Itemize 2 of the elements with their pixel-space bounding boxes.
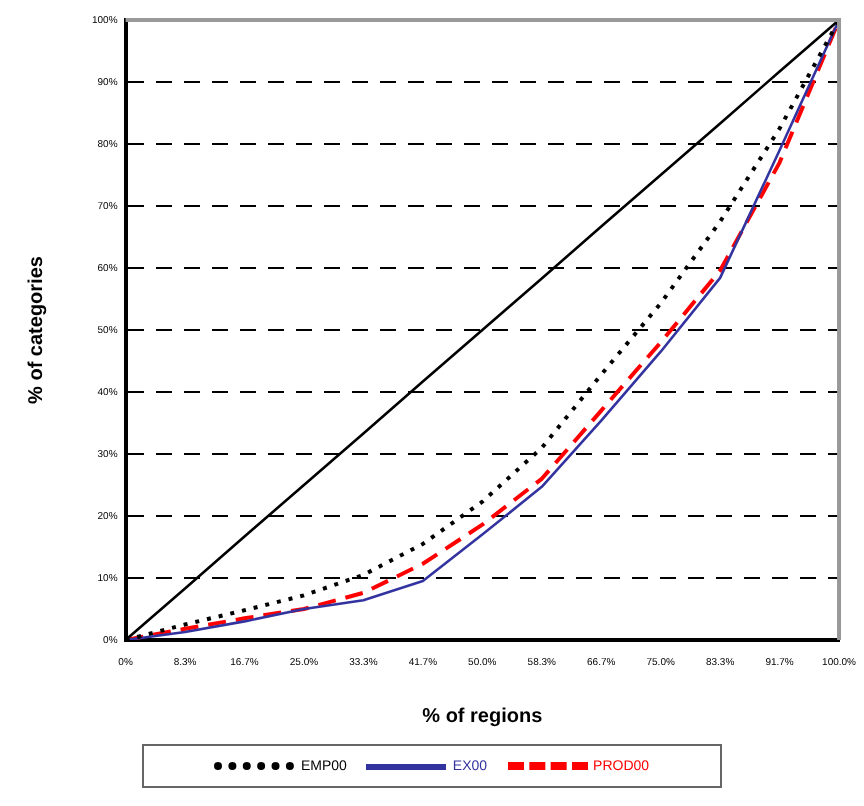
x-axis-title: % of regions	[422, 705, 544, 728]
y-axis-title: % of categories	[25, 255, 48, 404]
